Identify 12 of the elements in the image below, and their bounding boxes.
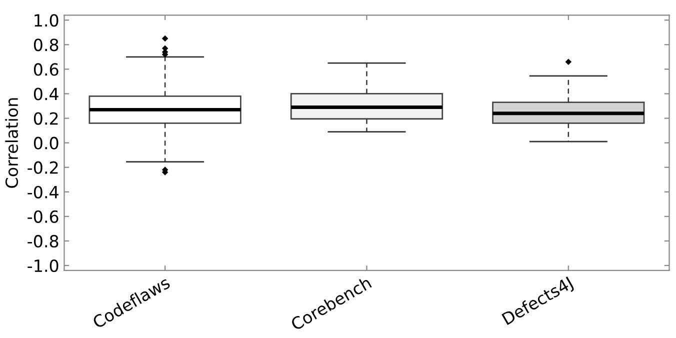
y-tick-label: -0.6: [28, 210, 58, 223]
y-axis-title: Correlation: [5, 98, 18, 188]
y-tick-label: 0.0: [34, 136, 58, 150]
y-tick-label: -0.4: [28, 186, 58, 198]
y-tick-label: 0.4: [34, 88, 58, 100]
y-tick-label: 0.2: [34, 112, 58, 125]
y-tick-label: 0.6: [34, 63, 58, 76]
y-tick-label: -0.8: [28, 234, 58, 248]
y-tick-label: -0.2: [28, 161, 58, 174]
y-tick-label: 1.0: [34, 14, 58, 27]
y-tick-label: 0.8: [34, 38, 58, 52]
y-tick-label: -1.0: [28, 259, 58, 272]
